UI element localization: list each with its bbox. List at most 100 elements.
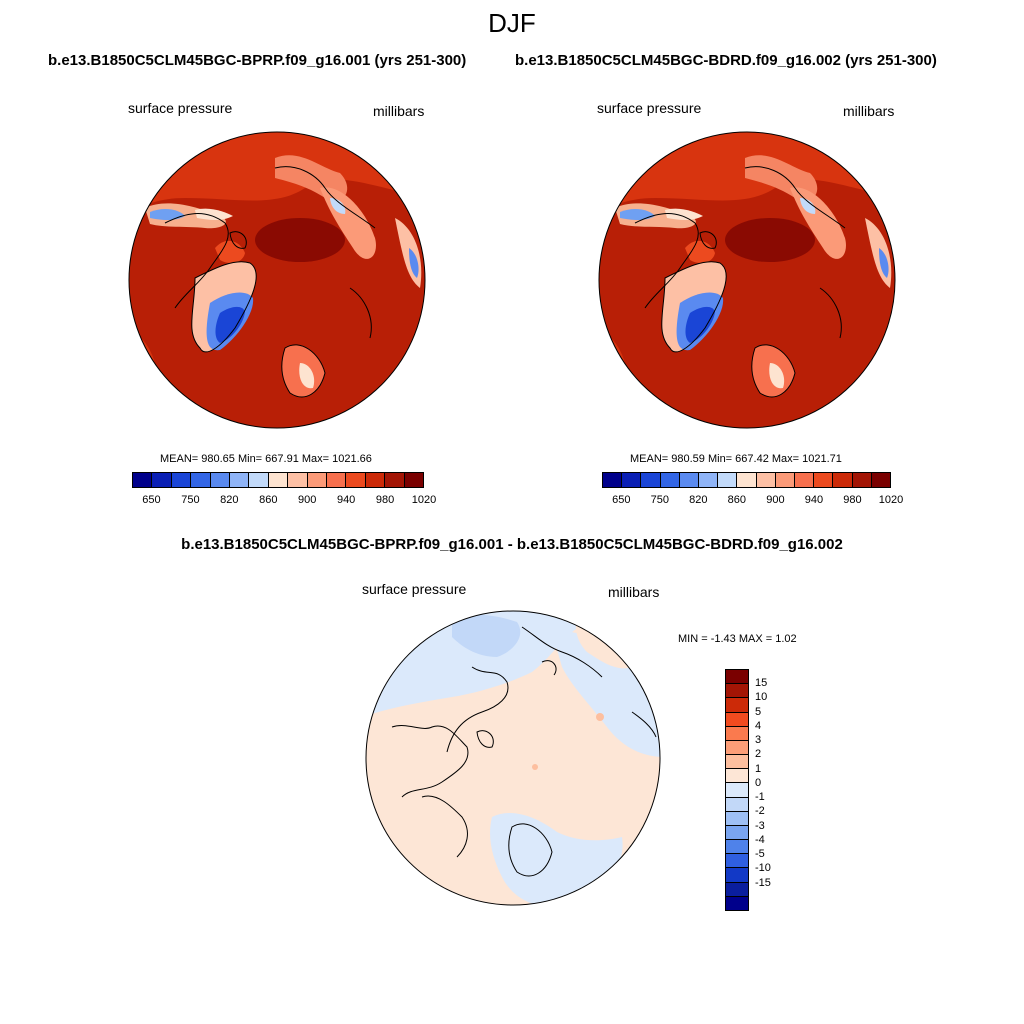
colorbar-tick-label: 1020 xyxy=(411,494,437,506)
units-label-left: millibars xyxy=(373,103,425,119)
colorbar-tick-label: 860 xyxy=(259,494,278,506)
stats-diff: MIN = -1.43 MAX = 1.02 xyxy=(678,633,797,645)
variable-label-left: surface pressure xyxy=(128,100,233,116)
colorbar-cell xyxy=(726,712,748,727)
colorbar-tick-label: 980 xyxy=(843,494,862,506)
colorbar-cell xyxy=(404,473,424,487)
colorbar-cell xyxy=(726,868,748,883)
colorbar-cell xyxy=(726,726,748,741)
colorbar-tick-label: -15 xyxy=(755,876,771,889)
colorbar-cell xyxy=(603,473,623,487)
colorbar-cell xyxy=(871,473,891,487)
colorbar-tick-label: 0 xyxy=(755,776,762,789)
colorbar-cell xyxy=(268,473,289,487)
colorbar-tick-label: 900 xyxy=(298,494,317,506)
colorbar-tick-label: 820 xyxy=(689,494,708,506)
colorbar-cell xyxy=(814,473,834,487)
colorbar-cell xyxy=(795,473,815,487)
colorbar-cell xyxy=(775,473,796,487)
colorbar-tick-label: 1 xyxy=(755,762,762,775)
colorbar-cell xyxy=(327,473,347,487)
colorbar-tick-label: 1020 xyxy=(878,494,904,506)
colorbar-tick-label: -10 xyxy=(755,862,771,875)
colorbar-cell xyxy=(726,840,748,855)
colorbar-tick-label: -1 xyxy=(755,791,765,804)
stats-left: MEAN= 980.65 Min= 667.91 Max= 1021.66 xyxy=(160,453,372,465)
colorbar-cell xyxy=(307,473,328,487)
colorbar-cell xyxy=(756,473,776,487)
units-label-diff: millibars xyxy=(608,584,660,600)
colorbar-cell xyxy=(726,698,748,713)
colorbar-cell xyxy=(660,473,680,487)
colorbar-cell xyxy=(726,811,748,826)
variable-label-diff: surface pressure xyxy=(362,581,467,597)
colorbar-tick-label: 940 xyxy=(804,494,824,506)
season-title: DJF xyxy=(488,8,536,38)
colorbar-ticks-diff: 15 10 5 4 3 2 1 0 -1 -2 -3 -4 -5 -10 -15 xyxy=(755,669,795,911)
colorbar-cell xyxy=(365,473,386,487)
colorbar-left xyxy=(132,472,424,488)
colorbar-cell xyxy=(726,670,748,685)
colorbar-tick-label: 5 xyxy=(755,705,762,718)
stats-right: MEAN= 980.59 Min= 667.42 Max= 1021.71 xyxy=(630,453,842,465)
colorbar-cell xyxy=(737,473,757,487)
colorbar-cell xyxy=(133,473,153,487)
colorbar-tick-label: -2 xyxy=(755,805,765,818)
colorbar-ticks-left: 650 750 820 860 900 940 980 1020 xyxy=(132,494,436,508)
colorbar-cell xyxy=(249,473,269,487)
colorbar-cell xyxy=(726,797,748,812)
colorbar-cell xyxy=(726,882,748,897)
colorbar-diff xyxy=(725,669,749,911)
colorbar-tick-label: 3 xyxy=(755,734,762,747)
colorbar-cell xyxy=(718,473,738,487)
colorbar-cell xyxy=(852,473,872,487)
colorbar-cell xyxy=(679,473,700,487)
colorbar-tick-label: 650 xyxy=(142,494,161,506)
colorbar-cell xyxy=(191,473,211,487)
colorbar-cell xyxy=(726,854,748,869)
colorbar-tick-label: 4 xyxy=(755,719,762,732)
colorbar-tick-label: -5 xyxy=(755,848,765,861)
variable-label-right: surface pressure xyxy=(597,100,702,116)
colorbar-tick-label: 820 xyxy=(220,494,239,506)
colorbar-cell xyxy=(726,896,748,910)
colorbar-cell xyxy=(726,769,748,784)
colorbar-cell xyxy=(726,684,748,699)
polar-map-left xyxy=(128,131,426,429)
polar-map-right xyxy=(598,131,896,429)
colorbar-cell xyxy=(171,473,192,487)
units-label-right: millibars xyxy=(843,103,895,119)
colorbar-right xyxy=(602,472,891,488)
colorbar-tick-label: 980 xyxy=(375,494,395,506)
colorbar-cell xyxy=(152,473,172,487)
colorbar-ticks-right: 650 750 820 860 900 940 980 1020 xyxy=(602,494,903,508)
polar-map-diff xyxy=(365,610,661,906)
colorbar-cell xyxy=(833,473,853,487)
colorbar-cell xyxy=(726,755,748,770)
colorbar-cell xyxy=(385,473,405,487)
colorbar-cell xyxy=(641,473,661,487)
colorbar-tick-label: 2 xyxy=(755,748,762,761)
colorbar-cell xyxy=(210,473,231,487)
colorbar-cell xyxy=(288,473,308,487)
colorbar-tick-label: 750 xyxy=(650,494,669,506)
colorbar-tick-label: 10 xyxy=(755,691,768,704)
colorbar-cell xyxy=(726,825,748,841)
colorbar-cell xyxy=(699,473,719,487)
case-title-left: b.e13.B1850C5CLM45BGC-BPRP.f09_g16.001 (… xyxy=(48,52,467,69)
colorbar-cell xyxy=(230,473,250,487)
colorbar-cell xyxy=(622,473,642,487)
colorbar-cell xyxy=(726,783,748,798)
colorbar-tick-label: 15 xyxy=(755,677,768,690)
colorbar-tick-label: 750 xyxy=(181,494,200,506)
colorbar-tick-label: -3 xyxy=(755,819,765,832)
colorbar-tick-label: 650 xyxy=(612,494,631,506)
colorbar-tick-label: -4 xyxy=(755,833,765,846)
colorbar-tick-label: 860 xyxy=(727,494,747,506)
difference-title: b.e13.B1850C5CLM45BGC-BPRP.f09_g16.001 -… xyxy=(181,536,843,553)
colorbar-tick-label: 900 xyxy=(766,494,785,506)
case-title-right: b.e13.B1850C5CLM45BGC-BDRD.f09_g16.002 (… xyxy=(515,52,937,69)
colorbar-cell xyxy=(726,740,748,756)
colorbar-tick-label: 940 xyxy=(336,494,356,506)
colorbar-cell xyxy=(346,473,366,487)
